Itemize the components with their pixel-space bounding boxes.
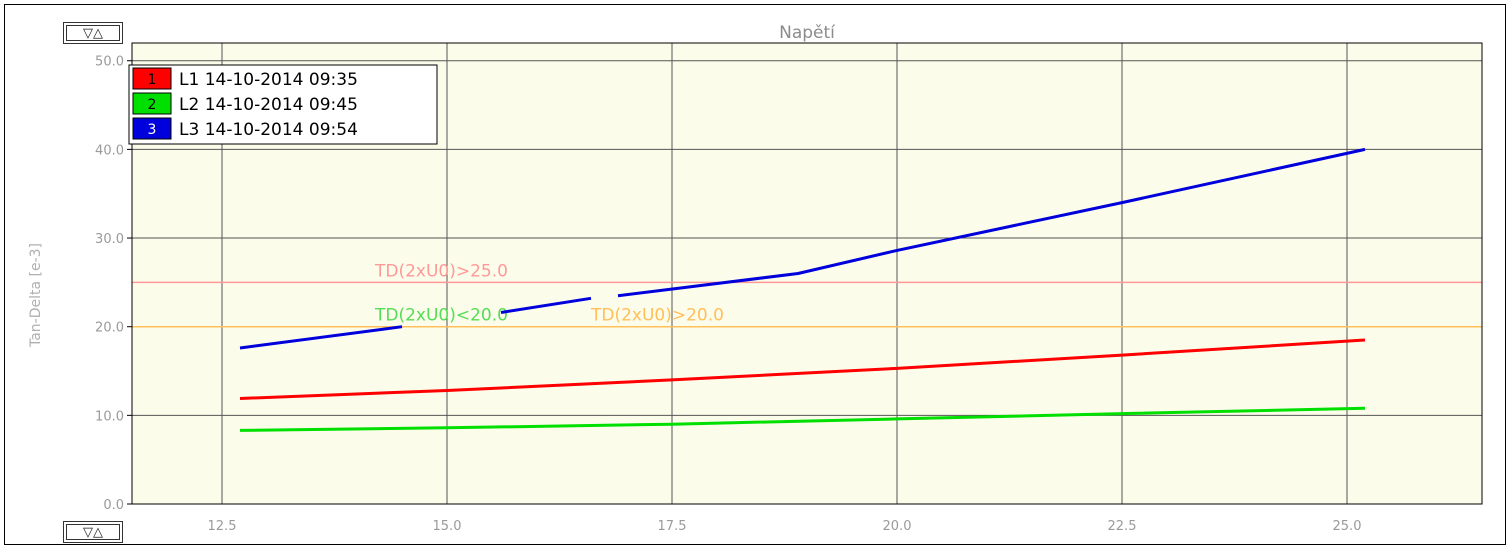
series-line — [239, 338, 1366, 400]
threshold-label: TD(2xU0)>20.0 — [590, 306, 724, 326]
legend-swatch — [132, 117, 172, 140]
series-line — [617, 147, 1366, 298]
legend: 1 L1 14-10-2014 09:35 2 L2 14-10-2014 09:45… — [128, 64, 438, 145]
y-tick-label: 20.0 — [95, 321, 124, 336]
y-axis-ticks: 0.0 10.0 20.0 30.0 40.0 50.0 — [95, 55, 132, 513]
x-tick-label: 22.5 — [1108, 519, 1137, 534]
threshold-label: TD(2xU0)>25.0 — [374, 261, 508, 281]
x-tick-label: 25.0 — [1333, 519, 1362, 534]
legend-marker: 2 — [148, 97, 157, 113]
legend-label: L1 14-10-2014 09:35 — [179, 70, 358, 90]
x-axis-ticks: 12.5 15.0 17.5 20.0 22.5 25.0 — [208, 519, 1362, 534]
x-tick-label: 15.0 — [433, 519, 462, 534]
legend-marker: 1 — [148, 72, 157, 88]
y-tick-label: 40.0 — [95, 143, 124, 158]
legend-box — [128, 64, 438, 145]
legend-label: L3 14-10-2014 09:54 — [179, 120, 358, 140]
legend-marker: 3 — [148, 122, 157, 138]
legend-swatch — [132, 67, 172, 90]
y-tick-label: 0.0 — [103, 498, 124, 513]
series-line — [239, 325, 403, 350]
x-tick-label: 20.0 — [883, 519, 912, 534]
data-series — [239, 147, 1366, 432]
chart-title: Napětí — [779, 23, 836, 43]
scroll-down-button[interactable]: ▽△ — [63, 521, 123, 543]
legend-label: L2 14-10-2014 09:45 — [179, 95, 358, 115]
plot-border — [131, 42, 1483, 505]
y-tick-label: 50.0 — [95, 55, 124, 70]
threshold-label: TD(2xU0)<20.0 — [374, 306, 508, 326]
threshold-lines: TD(2xU0)>25.0 TD(2xU0)>20.0 TD(2xU0)<20.0 — [132, 261, 1482, 328]
x-tick-label: 17.5 — [658, 519, 687, 534]
x-tick-label: 12.5 — [208, 519, 237, 534]
y-axis-label: Tan-Delta [e-3] — [28, 243, 44, 348]
y-tick-label: 10.0 — [95, 409, 124, 424]
y-tick-label: 30.0 — [95, 232, 124, 247]
scroll-up-button[interactable]: ▽△ — [63, 22, 123, 44]
series-line — [239, 406, 1366, 432]
legend-swatch — [132, 92, 172, 115]
series-line — [500, 296, 592, 314]
